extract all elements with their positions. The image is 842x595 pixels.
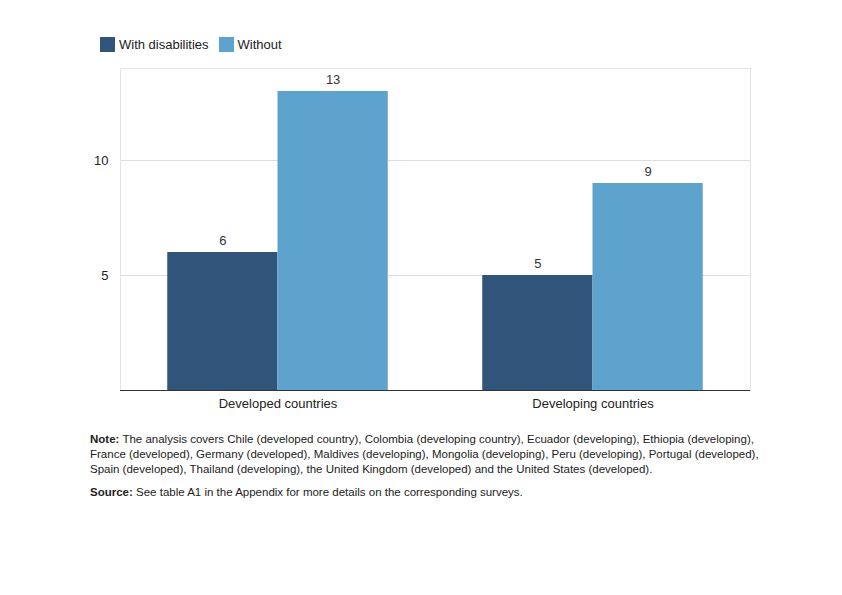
svg-text:5: 5 <box>101 268 108 283</box>
html-text:Note: The analysis covers Chil: Note: The analysis covers Chile (develop… <box>90 433 759 475</box>
svg-text:10: 10 <box>94 153 108 168</box>
svg-text:Developed countries: Developed countries <box>219 396 338 411</box>
svg-text:6: 6 <box>219 233 226 248</box>
svg-text:Developing countries: Developing countries <box>532 396 654 411</box>
html-text:Without: Without <box>237 36 282 52</box>
svg-text:13: 13 <box>326 72 340 87</box>
svg-text:9: 9 <box>645 164 652 179</box>
svg-text:5: 5 <box>534 256 541 271</box>
html-text:Source: See table A1 in the Ap: Source: See table A1 in the Appendix for… <box>90 485 523 498</box>
html-text:With disabilities: With disabilities <box>119 36 209 52</box>
